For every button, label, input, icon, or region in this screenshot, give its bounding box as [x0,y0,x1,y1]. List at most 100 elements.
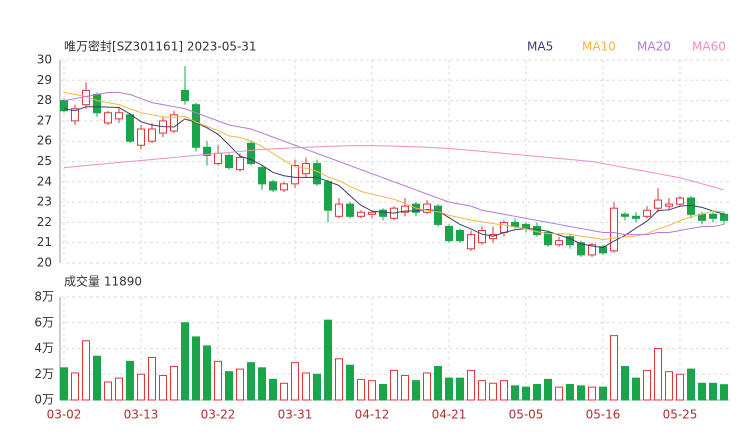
legend-label: MA60 [692,40,726,54]
y-tick-label: 0万 [34,393,54,407]
candle-body [71,108,79,122]
y-tick-label: 27 [37,113,52,127]
candle-body [610,207,618,252]
x-tick-label: 03-02 [47,408,82,422]
volume-bar [115,377,123,401]
candle-body [500,221,508,234]
candle-body [203,146,211,156]
volume-bar [599,386,607,401]
volume-title: 成交量 11890 [64,274,142,289]
y-tick-label: 6万 [34,315,54,329]
volume-bar [203,345,211,401]
y-tick-label: 25 [37,154,52,168]
volume-bar [500,380,508,401]
volume-bar [104,381,112,401]
volume-bar [192,336,200,401]
volume-bar [643,369,651,401]
volume-bar [280,382,288,401]
volume-bar [676,373,684,401]
candle-body [236,156,244,171]
candle-body [709,213,717,219]
x-tick-label: 04-21 [432,408,467,422]
volume-bar [291,362,299,401]
volume-bar [654,348,662,401]
candle-body [599,246,607,254]
volume-bar [698,382,706,401]
candle-body [588,244,596,256]
y-tick-label: 2万 [34,367,54,381]
candle-body [401,205,409,213]
volume-bar [555,386,563,401]
y-tick-label: 23 [37,195,52,209]
candle-body [104,112,112,124]
volume-bar [60,367,68,401]
candle-body [445,225,453,242]
candle-body [214,152,222,165]
candle-body [357,211,365,217]
candle-body [148,128,156,142]
candle-body [478,230,486,244]
ma-line [63,145,725,191]
y-tick-label: 28 [37,93,52,107]
candle-body [115,112,123,120]
volume-bar [478,380,486,401]
y-tick-label: 20 [37,256,52,270]
volume-bar [324,319,332,401]
y-tick-label: 21 [37,235,52,249]
candle-body [467,234,475,250]
volume-bar [401,375,409,401]
volume-bar [445,377,453,401]
volume-bar [687,368,695,401]
volume-bar [489,382,497,401]
volume-bar [137,373,145,401]
volume-bar [214,360,222,401]
volume-bar [423,372,431,401]
volume-bar [610,335,618,401]
candle-body [60,100,68,112]
x-tick-label: 05-25 [663,408,698,422]
volume-bar [621,366,629,401]
volume-bar [665,371,673,401]
x-tick-label: 03-22 [201,408,236,422]
volume-bar [368,380,376,401]
volume-bar [522,386,530,401]
candle-body [225,154,233,169]
candle-body [335,203,343,217]
volume-bar [170,366,178,401]
volume-bar [577,385,585,401]
volume-bar [159,375,167,401]
volume-bar [434,366,442,401]
candle-body [258,167,266,185]
volume-bar [467,369,475,401]
candle-body [379,209,387,217]
x-tick-label: 03-13 [124,408,159,422]
candle-body [324,181,332,211]
legend-label: MA10 [582,40,616,54]
x-tick-label: 05-05 [509,408,544,422]
y-tick-label: 24 [37,174,52,188]
volume-bar [302,372,310,401]
volume-bar [126,360,134,401]
candle-body [313,163,321,185]
volume-bar [313,373,321,401]
volume-bar [511,385,519,401]
volume-bar [346,364,354,401]
candle-body [280,183,288,191]
candle-body [665,203,673,207]
volume-bar [225,371,233,401]
volume-bar [412,380,420,401]
candle-body [720,213,728,221]
volume-bar [82,340,90,401]
volume-bar [357,378,365,401]
ma-line [63,106,725,249]
candle-body [368,211,376,215]
y-tick-label: 30 [37,53,52,67]
volume-bar [181,322,189,401]
y-tick-label: 26 [37,134,52,148]
y-tick-label: 4万 [34,341,54,355]
candle-body [533,225,541,236]
candle-body [676,197,684,205]
candle-body [544,232,552,246]
volume-bar [269,378,277,401]
